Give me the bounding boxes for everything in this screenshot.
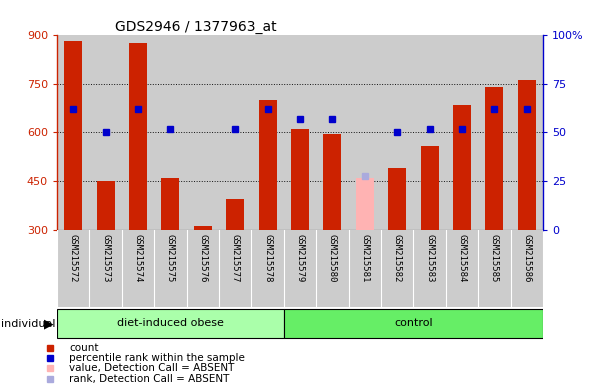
Text: GSM215582: GSM215582 (392, 234, 402, 283)
Bar (219, 35, 251, 230)
Bar (284, 35, 316, 230)
Bar (226, 199, 244, 230)
Bar (485, 87, 503, 230)
Bar (284, 309, 543, 338)
Text: count: count (70, 343, 99, 353)
Text: value, Detection Call = ABSENT: value, Detection Call = ABSENT (70, 363, 235, 373)
Text: GSM215576: GSM215576 (198, 234, 208, 283)
Bar (187, 35, 219, 230)
Bar (413, 230, 446, 307)
Bar (122, 230, 154, 307)
Text: GSM215577: GSM215577 (230, 234, 240, 283)
Text: diet-induced obese: diet-induced obese (117, 318, 224, 328)
Bar (349, 230, 381, 307)
Text: GSM215573: GSM215573 (101, 234, 110, 283)
Text: individual: individual (1, 318, 55, 329)
Bar (154, 230, 187, 307)
Text: ▶: ▶ (44, 317, 53, 330)
Bar (89, 35, 122, 230)
Bar (219, 230, 251, 307)
Bar (478, 230, 511, 307)
Bar (57, 309, 284, 338)
Bar (453, 105, 471, 230)
Bar (57, 230, 89, 307)
Bar (421, 146, 439, 230)
Bar (291, 129, 309, 230)
Text: GSM215584: GSM215584 (457, 234, 467, 283)
Bar (194, 225, 212, 230)
Bar (388, 169, 406, 230)
Bar (251, 230, 284, 307)
Bar (446, 230, 478, 307)
Text: GSM215572: GSM215572 (69, 234, 78, 283)
Bar (349, 35, 381, 230)
Bar (478, 35, 511, 230)
Bar (356, 178, 374, 230)
Text: GSM215578: GSM215578 (263, 234, 272, 283)
Text: GSM215581: GSM215581 (360, 234, 369, 283)
Bar (122, 35, 154, 230)
Bar (97, 182, 115, 230)
Bar (187, 230, 219, 307)
Bar (161, 178, 179, 230)
Bar (259, 100, 277, 230)
Text: GSM215579: GSM215579 (296, 234, 305, 283)
Bar (381, 35, 413, 230)
Bar (316, 35, 349, 230)
Text: GSM215585: GSM215585 (490, 234, 499, 283)
Text: GDS2946 / 1377963_at: GDS2946 / 1377963_at (115, 20, 277, 33)
Text: GSM215574: GSM215574 (133, 234, 143, 283)
Text: percentile rank within the sample: percentile rank within the sample (70, 353, 245, 363)
Bar (413, 35, 446, 230)
Text: GSM215575: GSM215575 (166, 234, 175, 283)
Bar (323, 134, 341, 230)
Text: control: control (394, 318, 433, 328)
Bar (57, 35, 89, 230)
Bar (251, 35, 284, 230)
Bar (511, 230, 543, 307)
Bar (446, 35, 478, 230)
Bar (511, 35, 543, 230)
Bar (129, 43, 147, 230)
Bar (316, 230, 349, 307)
Bar (284, 230, 316, 307)
Bar (518, 80, 536, 230)
Text: GSM215583: GSM215583 (425, 234, 434, 283)
Bar (154, 35, 187, 230)
Text: rank, Detection Call = ABSENT: rank, Detection Call = ABSENT (70, 374, 230, 384)
Bar (381, 230, 413, 307)
Text: GSM215580: GSM215580 (328, 234, 337, 283)
Bar (89, 230, 122, 307)
Bar (64, 41, 82, 230)
Text: GSM215586: GSM215586 (522, 234, 532, 283)
